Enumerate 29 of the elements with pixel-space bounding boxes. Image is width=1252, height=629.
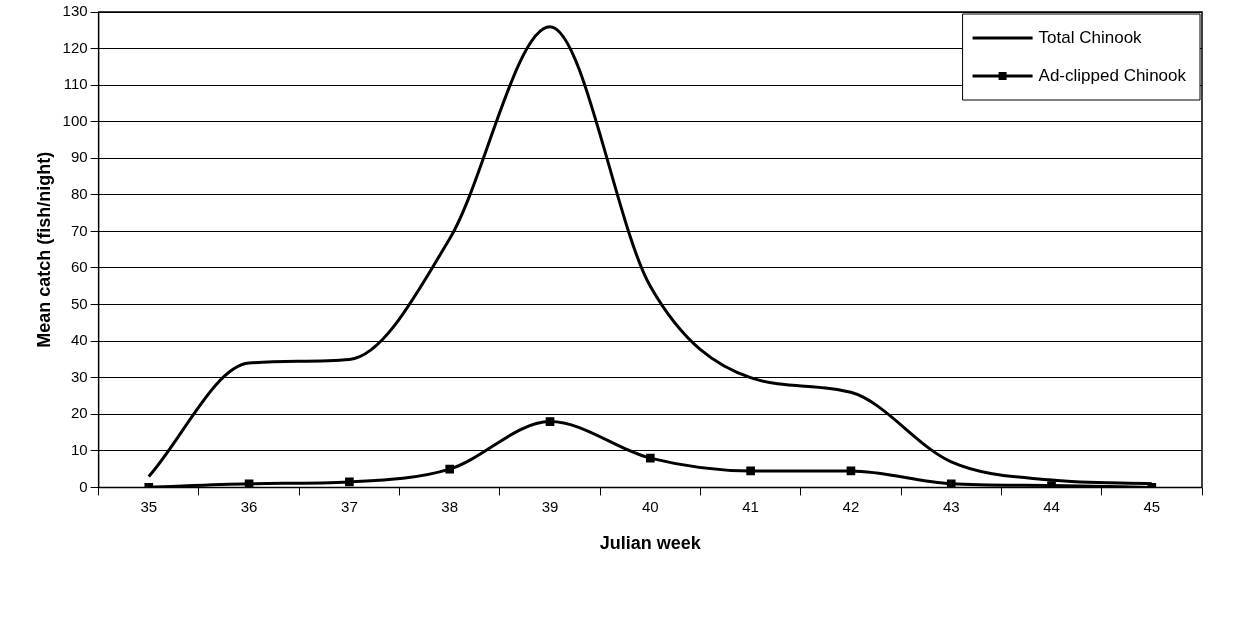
- y-axis-title: Mean catch (fish/night): [33, 151, 54, 348]
- x-tick-label: 42: [842, 497, 860, 515]
- y-tick-label: 120: [62, 38, 88, 56]
- x-tick-label: 35: [140, 497, 158, 515]
- x-tick-label: 37: [341, 497, 358, 515]
- x-tick-label: 38: [441, 497, 459, 515]
- x-tick-label: 44: [1043, 497, 1060, 515]
- y-tick-label: 60: [70, 258, 88, 276]
- y-tick-label: 80: [70, 184, 88, 202]
- legend-label: Ad-clipped Chinook: [1038, 65, 1187, 85]
- y-tick-label: 100: [62, 111, 88, 129]
- y-tick-label: 70: [70, 221, 88, 239]
- y-tick-label: 50: [70, 294, 88, 312]
- y-tick-label: 0: [79, 477, 88, 495]
- y-tick-label: 20: [70, 404, 88, 422]
- y-tick-label: 40: [70, 331, 88, 349]
- x-tick-label: 40: [641, 497, 659, 515]
- legend-label: Total Chinook: [1038, 27, 1143, 47]
- y-tick-label: 10: [70, 440, 88, 458]
- x-tick-label: 39: [541, 497, 559, 515]
- y-tick-label: 30: [70, 367, 88, 385]
- x-tick-label: 36: [240, 497, 258, 515]
- y-tick-label: 90: [70, 148, 88, 166]
- x-tick-label: 43: [942, 497, 960, 515]
- y-tick-label: 130: [62, 2, 88, 20]
- x-tick-label: 41: [742, 497, 759, 515]
- x-tick-label: 45: [1143, 497, 1161, 515]
- y-tick-label: 110: [63, 75, 88, 93]
- x-axis-title: Julian week: [599, 533, 702, 554]
